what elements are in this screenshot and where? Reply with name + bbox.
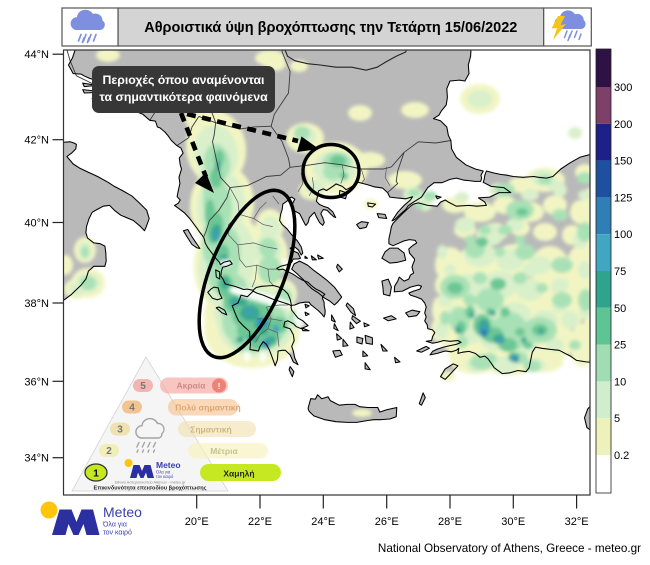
svg-text:Χαμηλή: Χαμηλή [223,469,254,479]
svg-text:National Observatory of Athens: National Observatory of Athens, Greece -… [378,542,641,555]
svg-text:30°E: 30°E [501,516,525,528]
svg-text:4: 4 [129,403,135,414]
svg-text:Όλα για: Όλα για [155,470,171,475]
svg-text:τα σημαντικότερα φαινόμενα: τα σημαντικότερα φαινόμενα [99,90,268,104]
svg-text:44°N: 44°N [24,49,49,61]
svg-text:τον καιρό: τον καιρό [103,529,132,537]
svg-text:10: 10 [614,376,626,388]
svg-text:38°N: 38°N [24,298,49,310]
svg-text:Meteo: Meteo [156,460,181,470]
svg-text:Σημαντική: Σημαντική [190,425,232,435]
svg-text:150: 150 [614,156,632,168]
svg-text:75: 75 [614,266,626,278]
svg-text:34°N: 34°N [24,453,49,465]
svg-text:26°E: 26°E [375,516,399,528]
svg-text:20°E: 20°E [185,516,209,528]
svg-text:Αθροιστικά ύψη βροχόπτωσης την: Αθροιστικά ύψη βροχόπτωσης την Τετάρτη 1… [144,20,517,36]
svg-text:100: 100 [614,229,632,241]
svg-text:5: 5 [614,413,620,425]
svg-text:25: 25 [614,340,626,352]
svg-text:32°E: 32°E [565,516,589,528]
svg-text:!: ! [218,381,221,391]
svg-text:24°E: 24°E [311,516,335,528]
svg-text:300: 300 [614,82,632,94]
svg-text:0.2: 0.2 [614,450,629,462]
svg-text:28°E: 28°E [438,516,462,528]
svg-text:40°N: 40°N [24,218,49,230]
svg-text:Επικινδυνότητα επεισοδίου βροχ: Επικινδυνότητα επεισοδίου βροχόπτωσης [93,486,206,492]
svg-text:3: 3 [117,425,123,436]
svg-text:Μέτρια: Μέτρια [210,446,238,456]
svg-text:22°E: 22°E [248,516,272,528]
svg-text:1: 1 [93,468,99,480]
svg-text:42°N: 42°N [24,135,49,147]
svg-text:Ακραία: Ακραία [177,381,207,391]
svg-text:Πολύ σημαντική: Πολύ σημαντική [175,403,241,413]
svg-text:125: 125 [614,192,632,204]
svg-text:5: 5 [140,381,146,392]
svg-text:Εθνικό Αστεροσκοπείο Αθηνών -: Εθνικό Αστεροσκοπείο Αθηνών - meteo.gr [115,481,187,485]
svg-text:Meteo: Meteo [103,504,142,520]
svg-text:50: 50 [614,303,626,315]
svg-text:Περιοχές όπου αναμένονται: Περιοχές όπου αναμένονται [103,73,265,87]
svg-text:36°N: 36°N [24,376,49,388]
svg-text:200: 200 [614,119,632,131]
svg-text:τον καιρό: τον καιρό [156,474,174,479]
svg-text:Όλα για: Όλα για [102,522,127,529]
svg-text:2: 2 [106,446,112,457]
